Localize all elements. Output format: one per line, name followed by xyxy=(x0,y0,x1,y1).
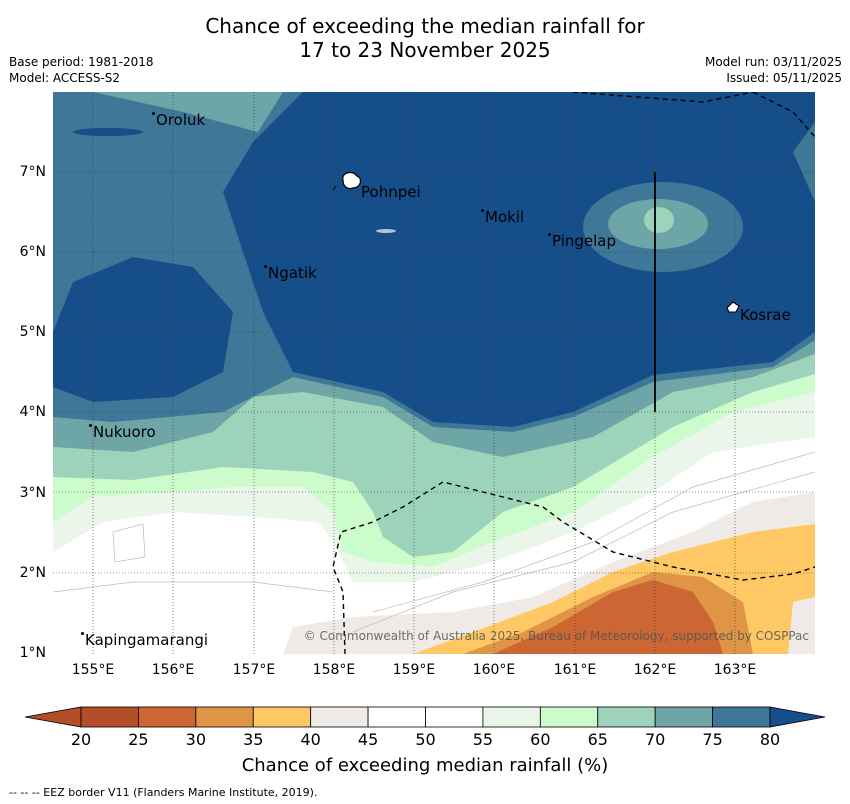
place-marker-icon xyxy=(264,265,267,268)
pohnpei-island xyxy=(342,171,362,190)
meta-left: Base period: 1981-2018 Model: ACCESS-S2 xyxy=(9,54,154,86)
contour-band-25 xyxy=(493,580,723,654)
lon-tick-162e: 162°E xyxy=(633,662,677,678)
place-name: Nukuoro xyxy=(93,423,156,441)
colorbar-tick-label: 45 xyxy=(357,730,379,749)
colorbar-segment xyxy=(80,706,139,728)
colorbar-tick-label: 80 xyxy=(759,730,781,749)
map-title-line1: Chance of exceeding the median rainfall … xyxy=(205,14,645,38)
lon-tick-156e: 156°E xyxy=(151,662,195,678)
place-label-pingelap: Pingelap xyxy=(548,232,616,250)
lat-tick-3n: 3°N xyxy=(19,485,46,501)
colorbar-tick-label: 70 xyxy=(644,730,666,749)
pohnpei-reef xyxy=(332,185,337,191)
copyright-text: © Commonwealth of Australia 2025, Bureau… xyxy=(303,629,809,643)
lat-tick-1n: 1°N xyxy=(19,645,46,661)
colorbar xyxy=(24,706,826,728)
lat-tick-7n: 7°N xyxy=(19,164,46,180)
contour-line-2 xyxy=(352,471,815,633)
colorbar-segment xyxy=(310,706,369,728)
kosrae-island xyxy=(726,301,740,313)
map-title: Chance of exceeding the median rainfall … xyxy=(0,14,850,62)
colorbar-tick-label: 50 xyxy=(415,730,436,749)
colorbar-tick-label: 55 xyxy=(472,730,494,749)
place-label-kapingamarangi: Kapingamarangi xyxy=(81,631,208,649)
colorbar-tick-label: 25 xyxy=(128,730,149,749)
contour-blob-oroluk xyxy=(73,128,143,136)
colorbar-segment xyxy=(654,706,713,728)
model-text: Model: ACCESS-S2 xyxy=(9,71,121,85)
colorbar-segment xyxy=(252,706,312,728)
lat-tick-2n: 2°N xyxy=(19,565,46,581)
lon-tick-157e: 157°E xyxy=(232,662,276,678)
lat-tick-5n: 5°N xyxy=(19,324,46,340)
lon-tick-161e: 161°E xyxy=(553,662,597,678)
colorbar-tick-label: 65 xyxy=(587,730,608,749)
eez-footnote: -- -- -- EEZ border V11 (Flanders Marine… xyxy=(9,786,318,799)
contour-band-80-west xyxy=(53,257,233,402)
colorbar-segment xyxy=(539,706,599,728)
contour-band-80-north xyxy=(223,92,815,427)
place-label-oroluk: Oroluk xyxy=(152,111,205,129)
lon-tick-163e: 163°E xyxy=(713,662,757,678)
place-marker-icon xyxy=(152,112,155,115)
place-label-ngatik: Ngatik xyxy=(264,264,317,282)
contour-band-65-pingelap xyxy=(644,207,674,233)
lon-tick-159e: 159°E xyxy=(392,662,436,678)
map-title-line2: 17 to 23 November 2025 xyxy=(299,38,551,62)
place-marker-icon xyxy=(481,209,484,212)
colorbar-low-extend xyxy=(24,706,82,728)
map-panel[interactable] xyxy=(53,92,815,654)
colorbar-title: Chance of exceeding median rainfall (%) xyxy=(241,755,609,776)
colorbar-segment xyxy=(597,706,656,728)
pohnpei-shoal xyxy=(376,229,396,233)
colorbar-tick-label: 20 xyxy=(70,730,92,749)
colorbar-tick-label: 35 xyxy=(243,730,264,749)
lon-tick-155e: 155°E xyxy=(71,662,115,678)
place-marker-icon xyxy=(81,632,84,635)
colorbar-graphic xyxy=(24,706,826,728)
colorbar-tick-label: 75 xyxy=(702,730,723,749)
place-label-mokil: Mokil xyxy=(481,208,524,226)
place-name: Ngatik xyxy=(268,264,317,282)
base-period-text: Base period: 1981-2018 xyxy=(9,55,154,69)
colorbar-tick-label: 60 xyxy=(530,730,551,749)
place-name: Kapingamarangi xyxy=(85,631,209,649)
place-label-nukuoro: Nukuoro xyxy=(89,423,156,441)
place-marker-icon xyxy=(89,424,92,427)
place-name: Kosrae xyxy=(740,306,791,324)
contour-line-3 xyxy=(372,451,815,613)
place-marker-icon xyxy=(548,233,551,236)
lon-tick-158e: 158°E xyxy=(312,662,356,678)
contour-band-70-top xyxy=(53,92,283,132)
issued-text: Issued: 05/11/2025 xyxy=(726,71,842,85)
eez-borders xyxy=(332,92,815,654)
colorbar-segment xyxy=(367,706,426,728)
place-label-pohnpei: Pohnpei xyxy=(361,183,421,201)
place-name: Mokil xyxy=(485,208,525,226)
colorbar-tick-label: 40 xyxy=(300,730,321,749)
colorbar-segment xyxy=(425,706,484,728)
place-name: Pingelap xyxy=(552,232,617,250)
meta-right: Model run: 03/11/2025 Issued: 05/11/2025 xyxy=(705,54,842,86)
contour-loop-nukuoro xyxy=(112,523,146,563)
place-label-kosrae: Kosrae xyxy=(740,306,791,324)
lat-tick-4n: 4°N xyxy=(19,404,46,420)
place-name: Oroluk xyxy=(156,111,206,129)
rainfall-map[interactable] xyxy=(53,92,815,654)
colorbar-segment xyxy=(482,706,541,728)
colorbar-segment xyxy=(138,706,197,728)
colorbar-segment xyxy=(195,706,254,728)
lat-tick-6n: 6°N xyxy=(19,244,46,260)
colorbar-segment xyxy=(712,706,771,728)
place-name: Pohnpei xyxy=(361,183,421,201)
colorbar-tick-label: 30 xyxy=(185,730,206,749)
lon-tick-160e: 160°E xyxy=(472,662,516,678)
model-run-text: Model run: 03/11/2025 xyxy=(704,55,842,69)
colorbar-high-extend xyxy=(769,706,826,728)
